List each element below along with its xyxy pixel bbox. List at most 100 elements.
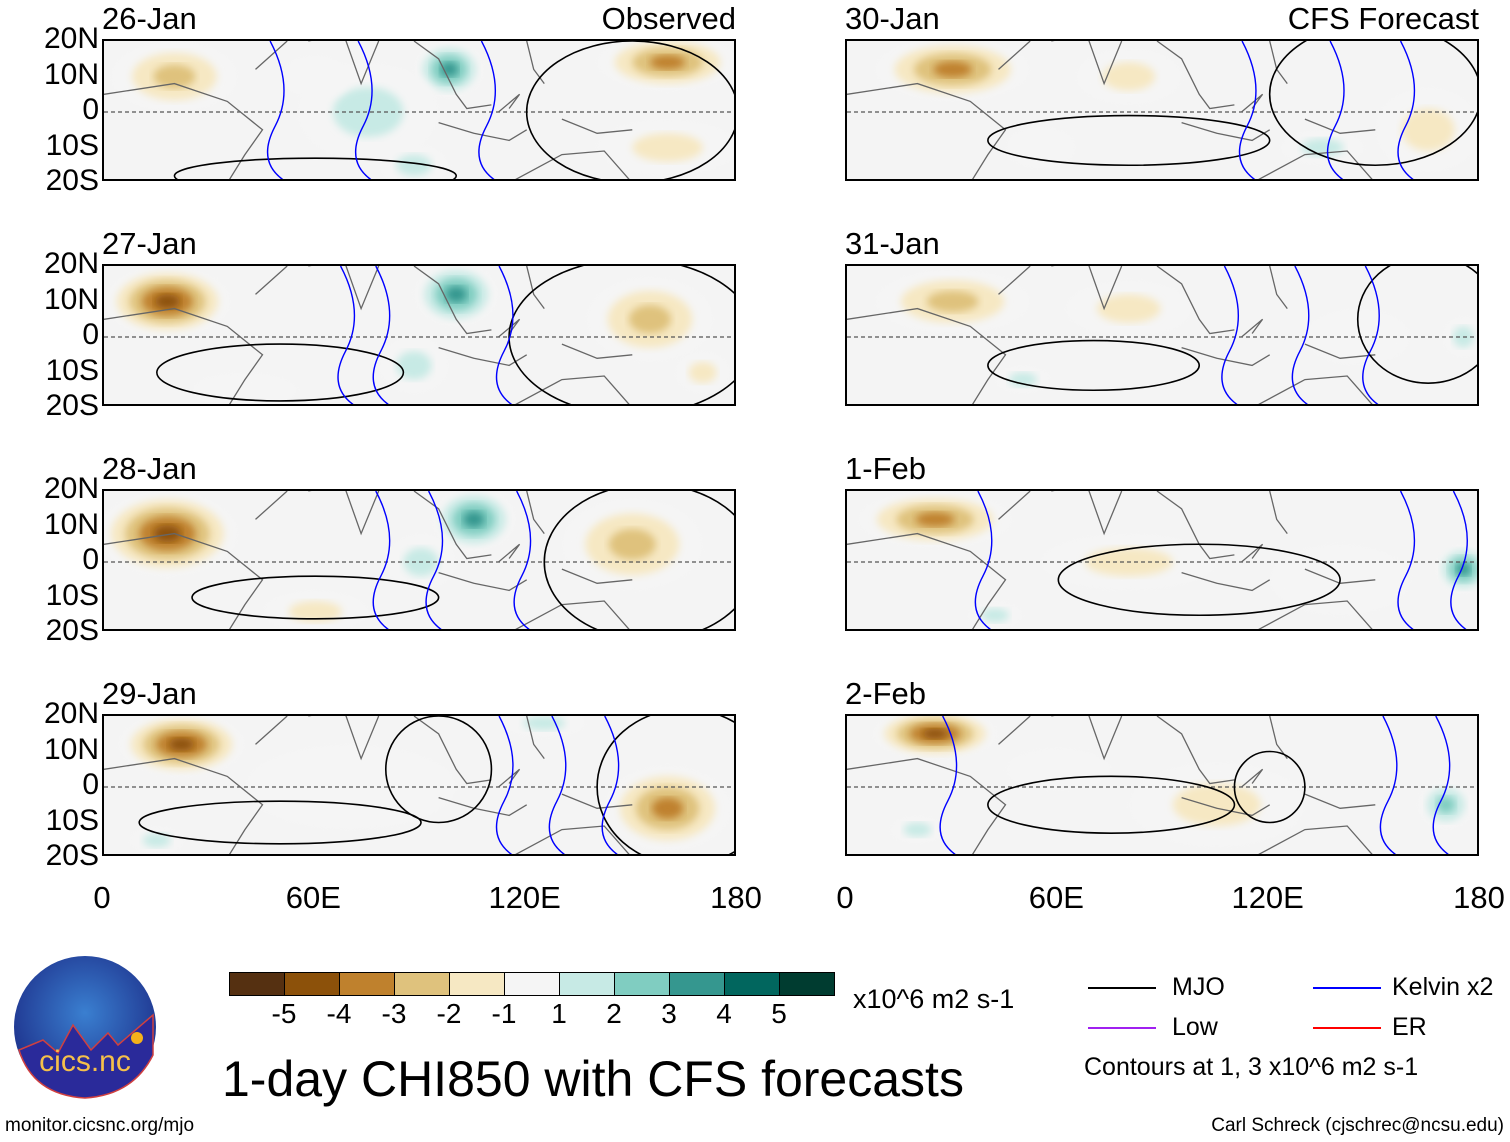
map-panel-27-Jan (102, 264, 736, 406)
footer-url[interactable]: monitor.cicsnc.org/mjo (5, 1115, 195, 1136)
anomaly-region (1304, 308, 1411, 366)
lat-label: 20N (43, 697, 99, 730)
anomaly-region (915, 512, 955, 527)
anomaly-region (1097, 294, 1161, 323)
map-panel-30-Jan (845, 39, 1479, 181)
kelvin-contour (495, 266, 514, 404)
colorbar-tick-label: -4 (326, 998, 352, 1029)
anomaly-region (445, 286, 467, 303)
legend-mjo-label: MJO (1172, 973, 1225, 1001)
lat-label: 10S (45, 578, 99, 612)
anomaly-region (903, 822, 932, 837)
forecast-label: CFS Forecast (1287, 1, 1479, 36)
colorbar-tick-label: -1 (491, 998, 517, 1029)
kelvin-contour (1291, 266, 1310, 404)
kelvin-contour (372, 266, 391, 404)
figure-title: 1-day CHI850 with CFS forecasts (222, 1051, 964, 1107)
anomaly-region (192, 372, 298, 404)
colorbar-tick-label: -2 (436, 998, 462, 1029)
anomaly-region (1005, 126, 1076, 169)
anomaly-region (628, 305, 672, 334)
panel-date: 1-Feb (845, 451, 926, 486)
colorbar-swatch (560, 973, 615, 995)
anomaly-region (688, 361, 717, 384)
panel-date: 26-Jan (102, 1, 197, 36)
mjo-contour (138, 800, 422, 845)
lat-label: 20S (45, 614, 99, 647)
colorbar-units: x10^6 m2 s-1 (853, 984, 1015, 1014)
lat-label: 0 (82, 318, 99, 351)
mjo-contour (543, 491, 734, 629)
anomaly-region (440, 62, 458, 77)
kelvin-contour (355, 41, 373, 179)
map-panel-2-Feb (845, 714, 1479, 856)
mjo-contour (596, 716, 734, 854)
anomaly-region (1172, 783, 1261, 827)
lat-label: 20S (45, 839, 99, 872)
lon-label: 120E (1231, 880, 1304, 915)
colorbar-swatch (780, 973, 834, 995)
kelvin-contour (478, 41, 496, 179)
colorbar-swatch (340, 973, 395, 995)
map-panel-28-Jan (102, 489, 736, 631)
colorbar-tick-label: 1 (551, 998, 567, 1029)
lat-label: 10N (43, 57, 99, 91)
kelvin-contour (1221, 266, 1239, 404)
colorbar (229, 972, 835, 996)
map-panel-26-Jan (102, 39, 736, 181)
cics-logo: cics.nc (13, 955, 157, 1099)
anomaly-region (332, 87, 404, 137)
kelvin-contour (974, 491, 993, 629)
anomaly-region (632, 133, 703, 162)
anomaly-region (649, 55, 686, 70)
lat-label: 0 (82, 768, 99, 801)
anomaly-region (153, 525, 182, 543)
mjo-contour (508, 266, 734, 404)
colorbar-swatch (505, 973, 560, 995)
anomaly-region (168, 738, 195, 751)
lon-label: 60E (285, 880, 341, 915)
colorbar-swatch (725, 973, 780, 995)
map-panel-31-Jan (845, 264, 1479, 406)
lon-label: 0 (93, 880, 111, 915)
colorbar-swatch (230, 973, 285, 995)
anomaly-region (154, 294, 181, 309)
mjo-contour (1057, 543, 1341, 617)
kelvin-contour (1326, 41, 1345, 179)
lat-label: 10S (45, 803, 99, 837)
mjo-contour (987, 339, 1201, 392)
coastline (104, 41, 633, 179)
kelvin-contour (1397, 41, 1416, 179)
anomaly-region (288, 601, 342, 623)
anomaly-region (608, 528, 656, 560)
colorbar-tick-label: 5 (771, 998, 787, 1029)
kelvin-contour (1238, 41, 1257, 179)
legend-er-line (1313, 1027, 1381, 1029)
mjo-contour (525, 41, 734, 179)
kelvin-contour (495, 716, 514, 854)
kelvin-contour (266, 41, 285, 179)
legend-low-label: Low (1172, 1013, 1218, 1041)
lat-label: 0 (82, 543, 99, 576)
kelvin-contour (337, 266, 356, 404)
coastline (847, 716, 1376, 854)
lon-label: 180 (710, 880, 762, 915)
legend-mjo-line (1088, 987, 1156, 989)
anomaly-region (396, 154, 432, 176)
legend-kelvin-label: Kelvin x2 (1392, 973, 1494, 1001)
lon-label: 120E (488, 880, 561, 915)
coastline (104, 266, 633, 404)
kelvin-contour (1362, 266, 1380, 404)
map-panel-1-Feb (845, 489, 1479, 631)
anomaly-region (926, 290, 979, 313)
lat-label: 20S (45, 164, 99, 197)
kelvin-contour (1397, 491, 1416, 629)
colorbar-swatch (615, 973, 670, 995)
lon-label: 60E (1028, 880, 1084, 915)
lat-label: 20N (43, 247, 99, 280)
legend-er-label: ER (1392, 1013, 1427, 1041)
mjo-contour (191, 575, 440, 620)
lon-label: 180 (1453, 880, 1505, 915)
footer-credit: Carl Schreck (cjschrec@ncsu.edu) (1211, 1115, 1504, 1136)
lat-label: 10N (43, 732, 99, 766)
